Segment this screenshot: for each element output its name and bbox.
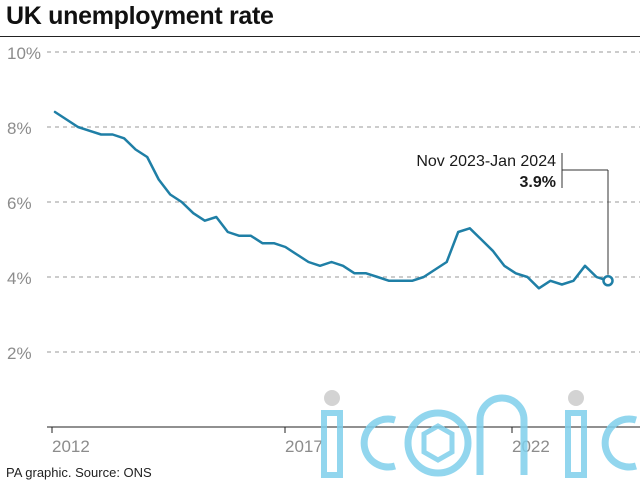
watermark-glyph <box>565 410 587 478</box>
chart-title: UK unemployment rate <box>6 2 274 30</box>
series-line <box>53 110 610 290</box>
annotation-label: Nov 2023-Jan 2024 <box>416 153 556 170</box>
watermark-dot <box>568 390 584 406</box>
iconic-watermark <box>321 390 637 478</box>
annotation: Nov 2023-Jan 2024 3.9% <box>416 153 609 275</box>
x-tick-label: 2012 <box>52 437 90 456</box>
series-layer <box>53 110 614 290</box>
y-axis-ticks: 10% 8% 6% 4% 2% <box>7 44 41 363</box>
watermark-glyph <box>476 394 528 475</box>
watermark-glyph <box>404 409 472 477</box>
watermark-glyph <box>421 423 455 463</box>
x-tick-label: 2017 <box>285 437 323 456</box>
watermark-glyph <box>601 415 637 471</box>
y-tick-label: 4% <box>7 269 32 288</box>
x-axis-ticks: 2012 2017 2022 <box>51 427 550 456</box>
y-tick-label: 6% <box>7 194 32 213</box>
gridlines <box>47 51 640 353</box>
annotation-value: 3.9% <box>520 174 556 191</box>
title-divider <box>0 36 640 37</box>
x-tick-label: 2022 <box>512 437 550 456</box>
watermark-glyph <box>360 415 396 471</box>
y-tick-label: 8% <box>7 119 32 138</box>
source-footer: PA graphic. Source: ONS <box>6 465 152 480</box>
y-tick-label: 10% <box>7 44 41 63</box>
watermark-dot <box>324 390 340 406</box>
latest-point-marker <box>602 275 614 287</box>
y-tick-label: 2% <box>7 344 32 363</box>
watermark-glyph <box>321 410 343 478</box>
